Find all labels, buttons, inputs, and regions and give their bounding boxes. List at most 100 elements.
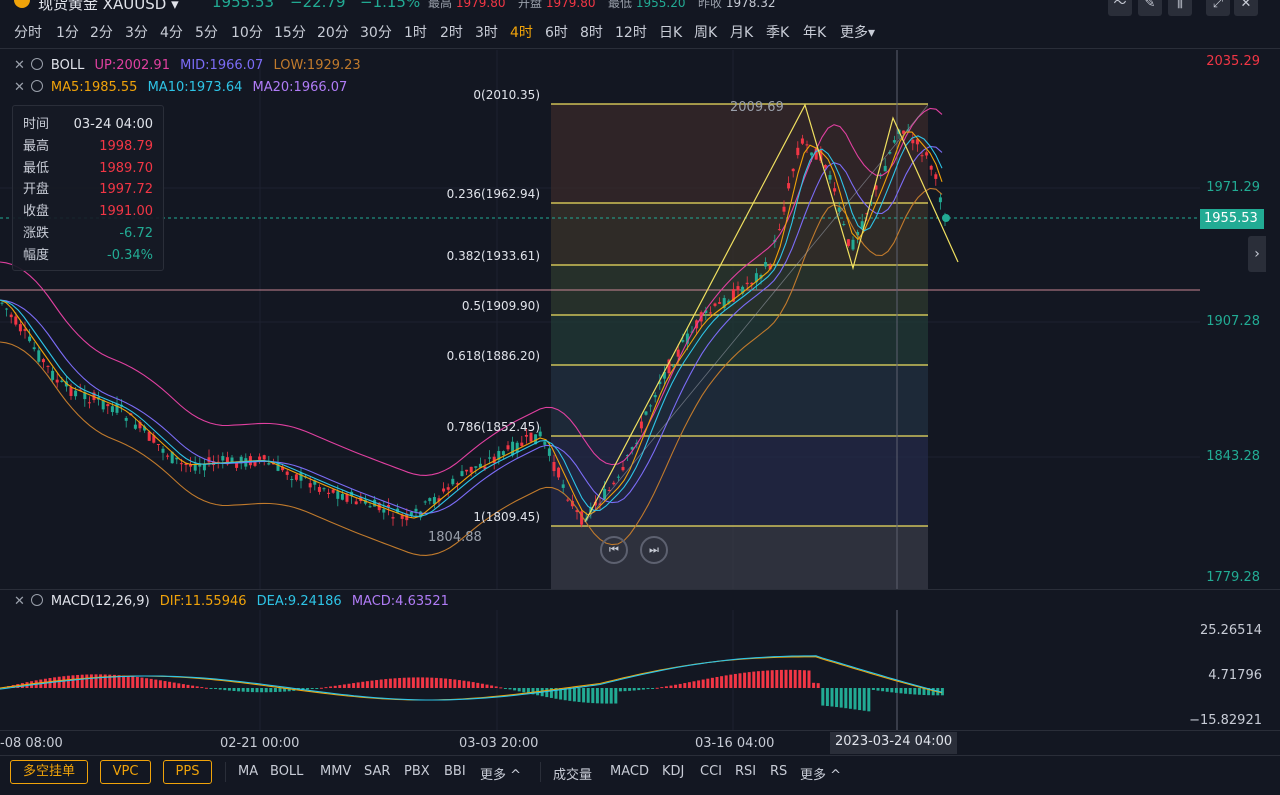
- fib-level-label: 0.382(1933.61): [446, 249, 540, 263]
- main-indicator-0[interactable]: MA: [238, 764, 259, 779]
- timeframe-6[interactable]: 10分: [231, 25, 263, 41]
- timeframe-11[interactable]: 2时: [440, 25, 463, 41]
- timeframe-3[interactable]: 3分: [125, 25, 148, 41]
- timeframe-16[interactable]: 12时: [615, 25, 647, 41]
- macd-settings-icon[interactable]: [30, 594, 43, 606]
- macd-bar: [306, 688, 310, 690]
- macd-bar: [480, 683, 484, 688]
- candle-body: [805, 144, 809, 146]
- macd-bar: [177, 683, 181, 688]
- timeframe-7[interactable]: 15分: [274, 25, 306, 41]
- macd-bar: [388, 678, 392, 688]
- timeframe-18[interactable]: 周K: [694, 25, 718, 41]
- symbol-name[interactable]: 现货黄金 XAUUSD ▾: [38, 0, 179, 13]
- candle-body: [860, 221, 864, 229]
- pencil-icon[interactable]: ✎: [1138, 0, 1162, 16]
- main-indicator-5[interactable]: BBI: [444, 764, 466, 779]
- long-short-orders-button[interactable]: 多空挂单: [10, 760, 88, 784]
- candle-body: [492, 456, 496, 464]
- candle-body: [603, 489, 607, 500]
- sub-indicator-0[interactable]: 成交量: [553, 768, 593, 783]
- macd-bar: [103, 674, 107, 688]
- candle-body: [745, 282, 749, 285]
- boll-settings-icon[interactable]: [30, 58, 43, 70]
- macd-bar: [448, 678, 452, 688]
- timeframe-5[interactable]: 5分: [195, 25, 218, 41]
- macd-bar: [766, 670, 770, 688]
- candle-body: [152, 435, 156, 443]
- timeframe-15[interactable]: 8时: [580, 25, 603, 41]
- divider: [0, 48, 1280, 49]
- macd-bar: [890, 688, 894, 693]
- main-indicator-4[interactable]: PBX: [404, 764, 430, 779]
- time-axis-label: 03-16 04:00: [695, 736, 775, 751]
- macd-bar: [848, 688, 852, 709]
- macd-bar: [471, 682, 475, 688]
- timeframe-13[interactable]: 4时: [510, 25, 533, 41]
- sub-indicator-5[interactable]: RS: [770, 764, 788, 779]
- macd-bar: [154, 679, 158, 688]
- remove-ma-icon[interactable]: ✕: [14, 80, 25, 95]
- ma-settings-icon[interactable]: [30, 80, 43, 92]
- timeframe-21[interactable]: 年K: [803, 25, 827, 41]
- macd-bar: [674, 684, 678, 688]
- candle-body: [161, 448, 165, 453]
- remove-macd-icon[interactable]: ✕: [14, 594, 25, 609]
- sub-indicator-3[interactable]: CCI: [700, 764, 722, 779]
- timeframe-8[interactable]: 20分: [317, 25, 349, 41]
- timeframe-17[interactable]: 日K: [659, 25, 683, 41]
- candle-body: [382, 509, 386, 513]
- timeframe-20[interactable]: 季K: [766, 25, 790, 41]
- price-chart[interactable]: [0, 50, 1200, 590]
- line-tool-icon[interactable]: 〜: [1108, 0, 1132, 16]
- candle-body: [37, 350, 41, 362]
- sub-indicator-1[interactable]: MACD: [610, 764, 649, 779]
- timeframe-19[interactable]: 月K: [730, 25, 754, 41]
- timeframe-10[interactable]: 1时: [404, 25, 427, 41]
- current-price-tag: 1955.53: [1200, 209, 1264, 229]
- ohlc-row: 开盘 1997.72: [23, 179, 153, 201]
- timeframe-4[interactable]: 4分: [160, 25, 183, 41]
- macd-bar: [361, 681, 365, 688]
- timeframe-22[interactable]: 更多▾: [840, 25, 876, 41]
- pps-button[interactable]: PPS: [163, 760, 212, 784]
- close-icon[interactable]: ✕: [1234, 0, 1258, 16]
- timeframe-14[interactable]: 6时: [545, 25, 568, 41]
- timeframe-0[interactable]: 分时: [14, 25, 42, 41]
- time-axis-label: 03-03 20:00: [459, 736, 539, 751]
- sub-indicator-2[interactable]: KDJ: [662, 764, 685, 779]
- macd-bar: [310, 688, 314, 689]
- candle-body: [455, 483, 459, 485]
- remove-boll-icon[interactable]: ✕: [14, 58, 25, 73]
- timeframe-12[interactable]: 3时: [475, 25, 498, 41]
- macd-chart[interactable]: [0, 590, 1200, 730]
- timeframe-2[interactable]: 2分: [90, 25, 113, 41]
- main-indicator-1[interactable]: BOLL: [270, 764, 304, 779]
- timeframe-9[interactable]: 30分: [360, 25, 392, 41]
- candle-body: [267, 463, 271, 465]
- candle-body: [170, 451, 174, 464]
- macd-bar: [301, 688, 305, 691]
- macd-bar: [260, 688, 264, 693]
- sub-indicator-4[interactable]: RSI: [735, 764, 757, 779]
- next-step-icon[interactable]: ⏭: [640, 536, 668, 564]
- timeframe-1[interactable]: 1分: [56, 25, 79, 41]
- candle-body: [906, 129, 910, 132]
- chevron-right-icon[interactable]: ›: [1248, 236, 1266, 272]
- fib-level-label: 0.618(1886.20): [446, 349, 540, 363]
- macd-bar: [563, 688, 567, 701]
- expand-icon[interactable]: ⤢: [1206, 0, 1230, 16]
- sub-indicator-6[interactable]: 更多 ^: [800, 768, 842, 783]
- candle-body: [87, 402, 91, 404]
- macd-bar: [724, 675, 728, 688]
- candle-body: [442, 488, 446, 492]
- macd-bar: [338, 685, 342, 688]
- ohlc-value: 1989.70: [99, 160, 153, 176]
- main-indicator-6[interactable]: 更多 ^: [480, 768, 522, 783]
- prev-step-icon[interactable]: ⏮: [600, 536, 628, 564]
- main-indicator-3[interactable]: SAR: [364, 764, 391, 779]
- candles-icon[interactable]: ⫼: [1168, 0, 1192, 16]
- vpc-button[interactable]: VPC: [100, 760, 151, 784]
- candle-body: [534, 434, 538, 445]
- main-indicator-2[interactable]: MMV: [320, 764, 352, 779]
